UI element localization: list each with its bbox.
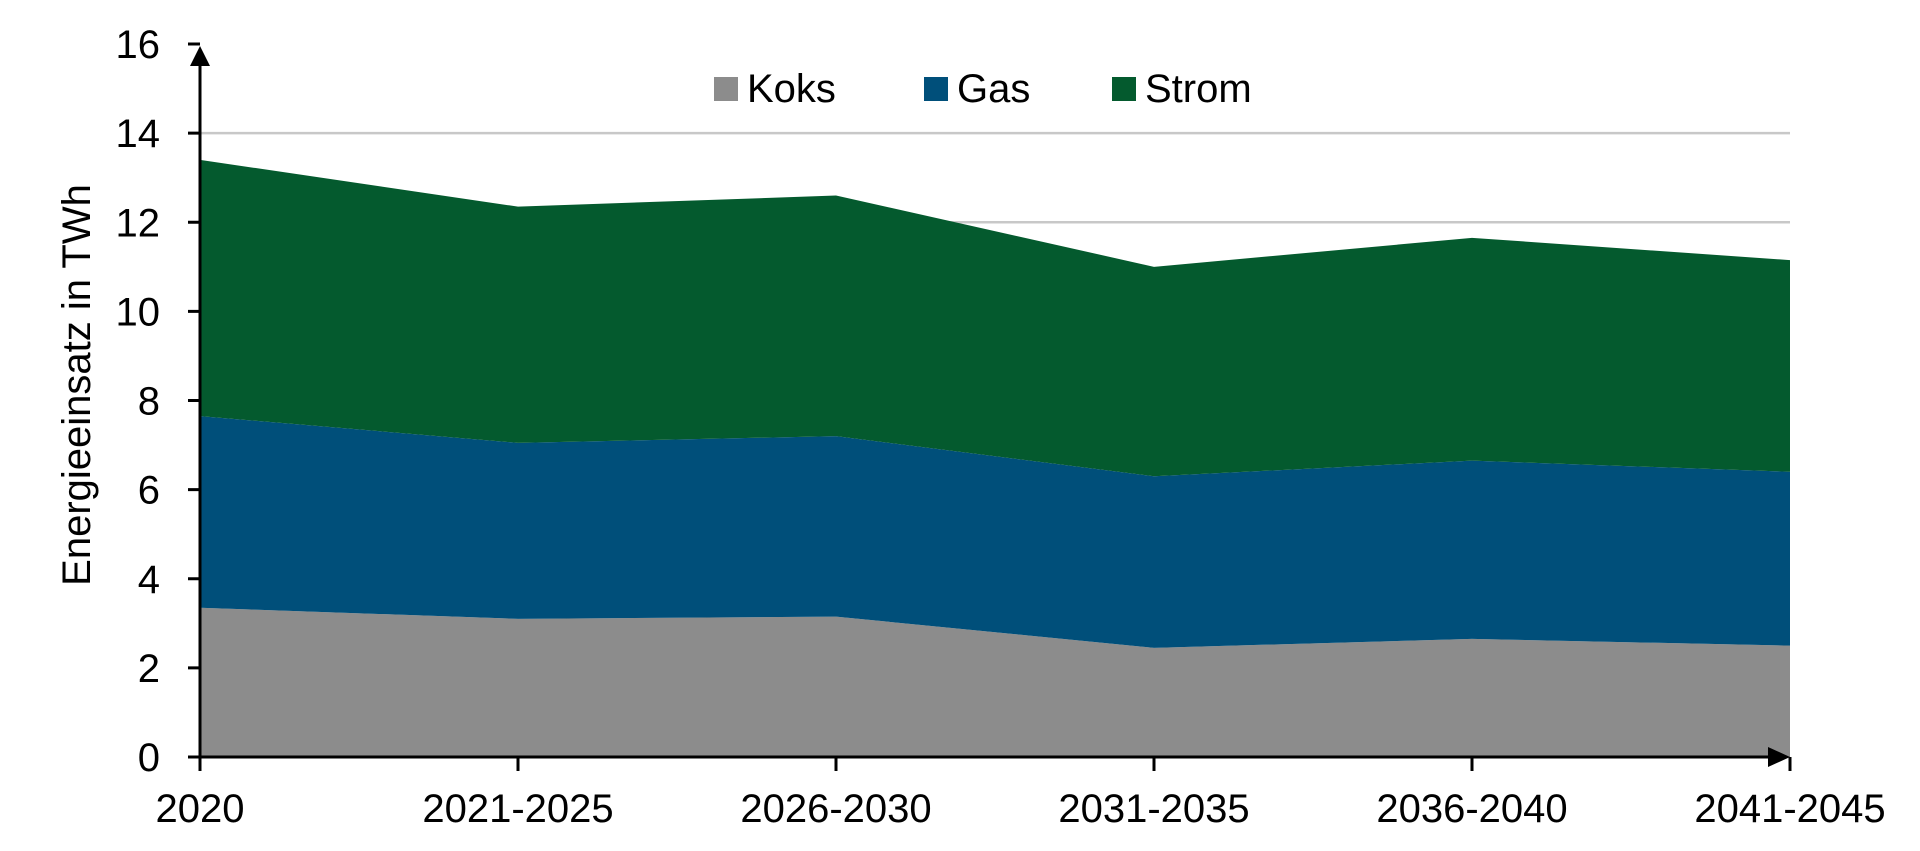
legend-swatch-gas xyxy=(924,77,948,101)
y-tick-label: 6 xyxy=(138,469,160,513)
y-tick-label: 10 xyxy=(116,290,161,334)
y-tick-label: 14 xyxy=(116,112,161,156)
y-tick-label: 0 xyxy=(138,736,160,780)
x-tick-label: 2020 xyxy=(156,787,245,831)
area-koks xyxy=(200,607,1790,757)
x-tick-label: 2041-2045 xyxy=(1694,787,1885,831)
x-ticks: 2020 2021-2025 2026-2030 2031-2035 2036-2040… xyxy=(156,757,1886,831)
area-gas xyxy=(200,416,1790,648)
legend-label-strom: Strom xyxy=(1145,67,1252,111)
y-tick-label: 16 xyxy=(116,23,161,67)
y-ticks: 0 2 4 6 8 10 12 14 16 xyxy=(116,23,200,780)
legend-swatch-strom xyxy=(1112,77,1136,101)
x-tick-label: 2021-2025 xyxy=(422,787,613,831)
y-tick-label: 2 xyxy=(138,647,160,691)
y-tick-label: 4 xyxy=(138,558,160,602)
y-tick-label: 8 xyxy=(138,380,160,424)
x-tick-label: 2036-2040 xyxy=(1376,787,1567,831)
legend-label-koks: Koks xyxy=(747,67,836,111)
x-tick-label: 2026-2030 xyxy=(740,787,931,831)
legend-label-gas: Gas xyxy=(957,67,1030,111)
y-tick-label: 12 xyxy=(116,201,161,245)
stacked-areas xyxy=(200,159,1790,757)
y-axis-title: Energieeinsatz in TWh xyxy=(55,184,99,586)
legend-swatch-koks xyxy=(714,77,738,101)
legend: Koks Gas Strom xyxy=(714,67,1252,111)
x-tick-label: 2031-2035 xyxy=(1058,787,1249,831)
area-strom xyxy=(200,159,1790,477)
axes xyxy=(190,46,1790,767)
x-axis-arrow xyxy=(1768,747,1790,767)
y-axis-arrow xyxy=(190,46,210,66)
